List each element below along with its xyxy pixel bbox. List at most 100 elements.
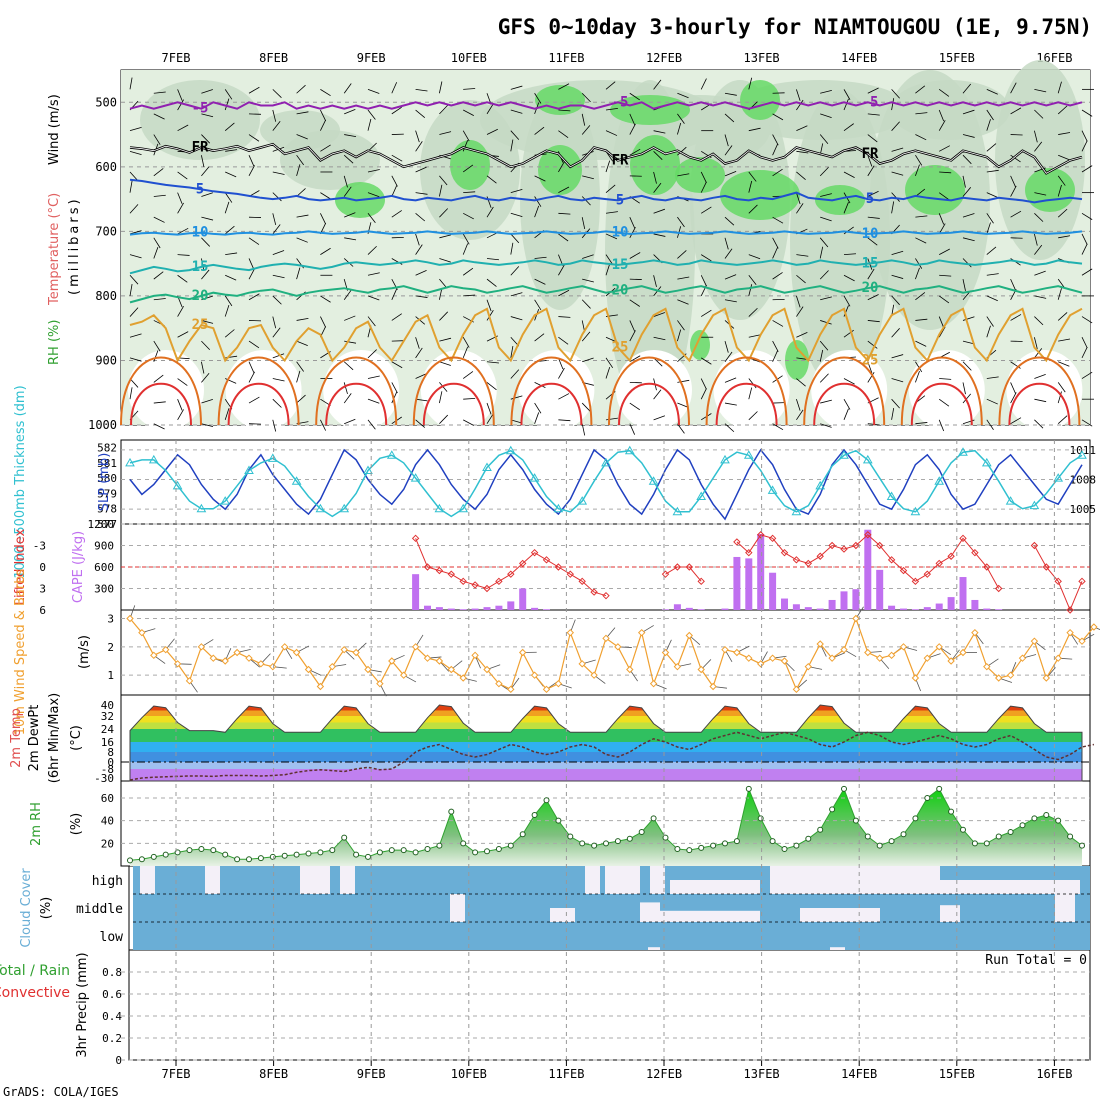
- rh-contour-area: [1025, 168, 1075, 212]
- wind-barb: [510, 369, 520, 379]
- date-label-top: 7FEB: [162, 51, 191, 65]
- thickness-tick-label: 582: [97, 442, 117, 455]
- wind-barb: [153, 350, 159, 362]
- wind10m-point: [471, 651, 479, 660]
- li-point: [887, 556, 896, 564]
- wind-barb: [153, 237, 161, 249]
- wind-barb: [605, 254, 614, 265]
- wind-barb: [629, 217, 636, 229]
- rh2m-point: [495, 846, 502, 852]
- wind-barb: [748, 77, 753, 90]
- wind-barb: [1057, 105, 1068, 115]
- wind-barb: [1034, 348, 1043, 359]
- cape-axis-label: CAPE (J/kg): [71, 531, 86, 603]
- wind-barb: [653, 151, 663, 160]
- rh2m-point: [757, 815, 764, 822]
- wind-barb: [153, 113, 165, 120]
- wind-barb: [796, 399, 801, 411]
- wind-barb: [939, 171, 952, 174]
- cape-bar: [923, 607, 931, 610]
- wind10m-point: [530, 671, 539, 679]
- wind-barb: [938, 192, 950, 201]
- temperature-contour-35: [520, 382, 583, 426]
- wind-barb: [677, 379, 690, 383]
- grads-credit: GrADS: COLA/IGES: [3, 1085, 119, 1099]
- low-rh-area: [713, 350, 790, 430]
- wind-barb: [391, 185, 398, 197]
- rh2m-point: [852, 817, 859, 824]
- wind-barb: [796, 295, 801, 308]
- wind10m-point: [447, 665, 456, 674]
- rh2m-point: [603, 840, 609, 847]
- wind-barb: [677, 173, 690, 177]
- wind-barb: [439, 287, 443, 300]
- wind-barb: [177, 274, 188, 283]
- wind-barb: [820, 296, 832, 301]
- wind-barb: [201, 237, 211, 247]
- wind10m-point: [590, 671, 598, 679]
- li-point: [685, 563, 694, 571]
- wind-barb: [296, 340, 308, 346]
- wind-barb: [272, 316, 277, 329]
- wind-barb: [343, 393, 352, 404]
- wind10m-point: [554, 679, 563, 688]
- wind-barb: [225, 274, 237, 281]
- wind-barb: [153, 91, 166, 94]
- wind-barb: [581, 92, 591, 103]
- thickness-tick-label: 577: [97, 518, 117, 531]
- cape-bar: [471, 608, 479, 610]
- chart-title: GFS 0~10day 3-hourly for NIAMTOUGOU (1E,…: [498, 15, 1092, 39]
- wind-barb: [1034, 270, 1046, 276]
- wind-barb: [605, 211, 618, 214]
- cape-tick-label: 900: [94, 540, 114, 553]
- li-point: [590, 588, 598, 596]
- temp-tick-label: 16: [101, 736, 114, 749]
- wind-barb: [224, 295, 233, 307]
- wind-barb: [415, 109, 426, 119]
- rh2m-point: [924, 795, 931, 801]
- celsius-axis-label: (°C): [69, 725, 84, 751]
- wind10m-point: [649, 679, 658, 688]
- date-label-top: 10FEB: [451, 51, 487, 65]
- wind-barb: [915, 112, 928, 115]
- wind-barb: [748, 171, 757, 182]
- wind-barb: [581, 331, 591, 342]
- thickness-point: [1077, 450, 1087, 459]
- wind-barb: [582, 357, 594, 363]
- wind-barb: [653, 312, 666, 317]
- rh2m-point: [400, 847, 407, 854]
- rh2m-point: [1043, 812, 1050, 818]
- wind-barb: [653, 171, 657, 184]
- thickness-point: [696, 491, 707, 501]
- wind-barb: [534, 196, 542, 207]
- wind-barb: [201, 166, 210, 177]
- rh2m-point: [138, 856, 145, 863]
- wind-barb: [962, 83, 972, 94]
- wind-barb: [201, 216, 214, 221]
- rh2m-point: [412, 849, 419, 856]
- thickness-point: [386, 450, 397, 459]
- wind-barb: [582, 278, 594, 283]
- wind-barb: [796, 150, 809, 154]
- wind-barb: [272, 250, 285, 255]
- wind-barb: [510, 316, 523, 321]
- wind-barb: [962, 258, 972, 268]
- wind-barb: [462, 233, 470, 245]
- wind-barb: [415, 192, 428, 195]
- cape-bar: [673, 604, 681, 610]
- wind-barb: [510, 266, 520, 276]
- wind-barb: [819, 373, 829, 383]
- wind-barb: [248, 258, 255, 270]
- thickness-point: [482, 462, 492, 471]
- wind-barb: [558, 83, 570, 90]
- wind-barb: [153, 194, 166, 197]
- wind-barb: [986, 222, 991, 235]
- rh2m-point: [210, 847, 217, 854]
- li-point: [947, 552, 955, 560]
- wind10m-point: [197, 643, 206, 651]
- wind-barb: [439, 337, 452, 342]
- wind-barb: [415, 347, 423, 359]
- contour-label: FR: [612, 152, 629, 168]
- wind-barb: [439, 184, 443, 197]
- cape-bar: [507, 601, 515, 610]
